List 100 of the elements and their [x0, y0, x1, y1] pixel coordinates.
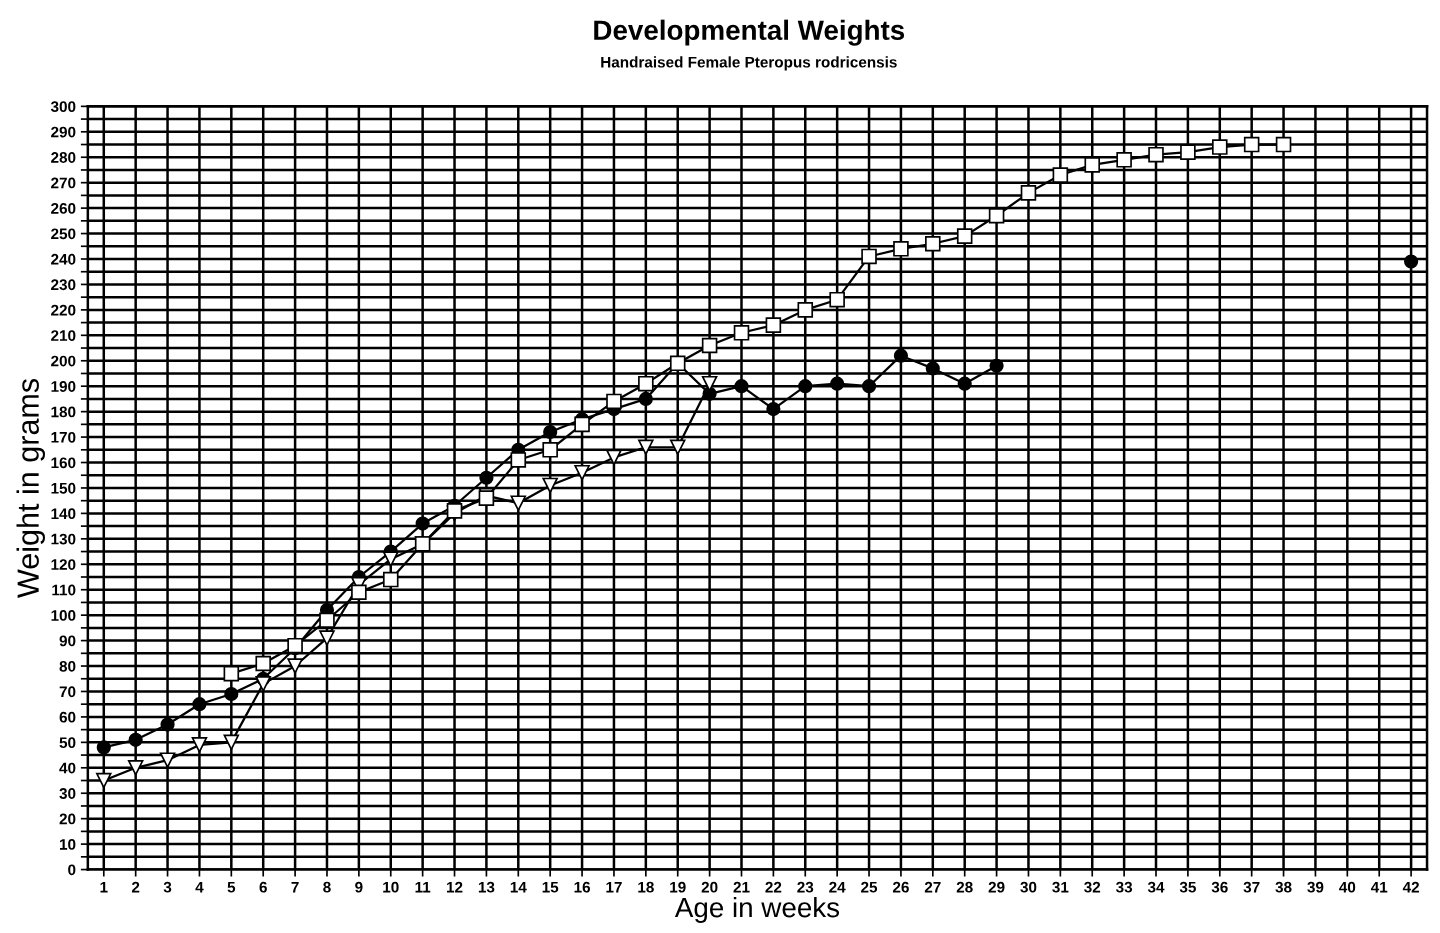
x-tick-label: 12: [446, 881, 463, 893]
x-tick-label: 20: [701, 881, 718, 893]
x-axis-title: Age in weeks: [674, 896, 840, 923]
x-tick-label: 26: [892, 881, 909, 893]
point: [287, 637, 303, 654]
y-tick-label: 130: [51, 533, 76, 545]
point: [224, 686, 239, 702]
y-tick-label: 280: [51, 152, 76, 163]
x-tick-label: 19: [670, 881, 686, 893]
x-tick-label: 34: [1147, 881, 1165, 893]
x-tick-label: 1: [100, 881, 108, 893]
y-tick-label: 150: [51, 482, 76, 494]
x-tick-label: 6: [259, 881, 267, 893]
y-tick-label: 80: [59, 660, 76, 672]
point: [160, 717, 175, 732]
x-tick-label: 27: [924, 881, 941, 893]
x-tick-label: 4: [195, 881, 204, 893]
point: [1052, 167, 1069, 183]
y-tick-label: 140: [51, 508, 76, 520]
y-tick-label: 160: [51, 457, 76, 469]
x-tick-label: 14: [510, 881, 527, 893]
point: [1180, 144, 1196, 160]
y-tick-label: 300: [50, 101, 76, 113]
point: [861, 379, 877, 394]
point: [798, 379, 813, 394]
point: [255, 676, 271, 692]
y-axis-title: Weight in grams: [16, 378, 45, 598]
point: [1148, 146, 1164, 163]
y-tick-label: 260: [51, 202, 76, 214]
y-tick-label: 20: [59, 813, 76, 825]
x-tick-label: 35: [1179, 881, 1196, 893]
point: [925, 361, 940, 376]
x-tick-label: 25: [861, 881, 878, 893]
point: [925, 235, 941, 252]
point: [638, 391, 653, 407]
x-tick-label: 2: [131, 881, 140, 893]
point: [989, 358, 1004, 373]
point: [734, 379, 749, 394]
x-tick-label: 22: [765, 881, 782, 893]
y-tick-label: 100: [51, 610, 76, 621]
point: [1243, 136, 1260, 153]
y-tick-label: 220: [51, 304, 76, 316]
point: [829, 291, 845, 308]
point: [956, 228, 973, 244]
x-tick-label: 42: [1402, 881, 1419, 893]
point: [638, 375, 654, 392]
y-tick-label: 170: [51, 431, 76, 443]
point: [1116, 152, 1132, 168]
y-tick-label: 210: [51, 330, 76, 342]
x-tick-label: 15: [542, 881, 559, 893]
x-tick-label: 5: [227, 881, 236, 893]
x-tick-label: 7: [291, 881, 299, 893]
chart-title: Developmental Weights: [594, 19, 905, 46]
y-tick-label: 180: [51, 406, 76, 418]
point: [893, 348, 909, 363]
y-tick-label: 30: [59, 788, 76, 799]
point: [893, 241, 909, 257]
x-tick-label: 23: [797, 881, 814, 893]
y-tick-label: 190: [51, 381, 76, 392]
x-tick-label: 16: [574, 881, 591, 893]
y-tick-label: 200: [51, 355, 76, 367]
y-tick-label: 70: [59, 686, 76, 698]
x-tick-label: 13: [478, 881, 495, 893]
point: [1212, 139, 1228, 155]
x-tick-label: 29: [988, 881, 1005, 893]
point: [223, 665, 240, 682]
x-tick-label: 9: [355, 881, 363, 893]
point: [255, 655, 271, 672]
y-tick-label: 120: [51, 559, 76, 570]
point: [830, 376, 845, 391]
y-tick-label: 240: [51, 253, 76, 265]
y-tick-label: 50: [59, 737, 76, 749]
point: [510, 495, 527, 512]
point: [128, 732, 143, 747]
y-tick-label: 60: [59, 711, 76, 723]
point: [606, 393, 622, 410]
y-tick-label: 0: [68, 864, 76, 876]
point: [797, 302, 814, 318]
y-tick-label: 10: [60, 838, 76, 850]
y-tick-label: 40: [59, 762, 76, 774]
x-tick-label: 24: [829, 881, 846, 893]
y-tick-label: 250: [51, 228, 76, 240]
x-tick-label: 30: [1020, 881, 1037, 893]
point: [96, 772, 112, 789]
point: [223, 734, 240, 751]
x-tick-label: 3: [163, 881, 172, 893]
point: [479, 470, 494, 485]
x-tick-label: 33: [1115, 881, 1133, 893]
point: [1020, 185, 1037, 201]
point: [192, 697, 207, 712]
y-tick-label: 90: [59, 635, 76, 647]
point: [988, 207, 1005, 224]
x-tick-label: 32: [1084, 881, 1101, 893]
point: [542, 442, 558, 458]
x-tick-label: 11: [415, 881, 431, 893]
x-tick-label: 17: [606, 881, 622, 893]
point: [351, 584, 367, 601]
point: [382, 571, 399, 588]
x-tick-label: 31: [1052, 881, 1069, 893]
x-tick-label: 41: [1370, 881, 1388, 893]
